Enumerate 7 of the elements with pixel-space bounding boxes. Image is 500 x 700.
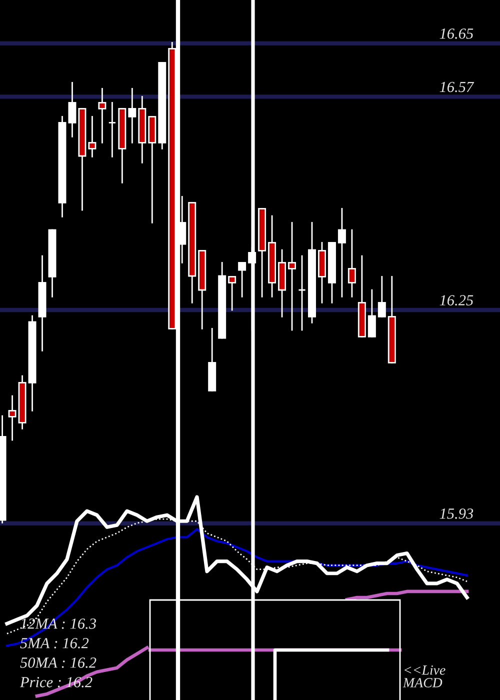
y-tick-label: 16.25 xyxy=(440,295,474,306)
annotation: 5MA : 16.2 xyxy=(20,638,89,648)
y-tick-label: 16.57 xyxy=(440,82,474,92)
y-tick-label: 15.93 xyxy=(440,508,474,519)
annotation: <<Live MACD xyxy=(402,665,446,688)
y-tick-label: 16.65 xyxy=(440,28,474,39)
annotation: 50MA : 16.2 xyxy=(20,658,96,668)
